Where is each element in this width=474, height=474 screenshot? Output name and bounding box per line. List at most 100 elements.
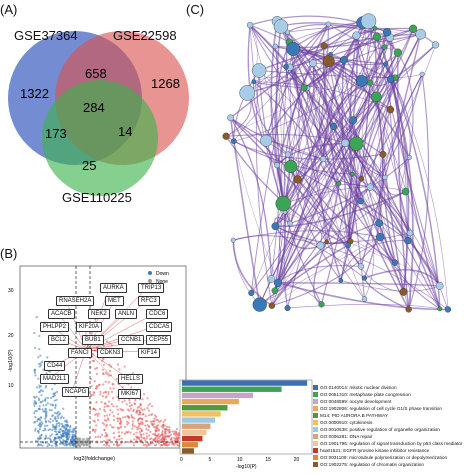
volcano-y-tick-20: 20 xyxy=(8,333,14,339)
volcano-point-up xyxy=(155,415,158,418)
network-node xyxy=(444,306,452,313)
volcano-point-down xyxy=(37,362,41,366)
volcano-point-up xyxy=(92,407,95,411)
volcano-point-down xyxy=(40,401,43,404)
network-edge xyxy=(287,303,440,310)
volcano-point-up xyxy=(148,438,152,441)
network-node xyxy=(309,59,317,67)
volcano-point-up xyxy=(128,401,131,404)
volcano-point-up xyxy=(157,429,160,432)
network-node xyxy=(349,116,358,125)
network-node xyxy=(340,56,348,64)
volcano-point-up xyxy=(90,385,93,388)
network-node xyxy=(338,278,344,283)
gene-tag: TRIP13 xyxy=(138,283,165,293)
legend-swatch xyxy=(313,440,318,446)
volcano-point-down xyxy=(36,420,39,423)
volcano-point-up xyxy=(155,427,158,430)
enrichment-legend-item: hsa01521: EGFR tyrosine kinase inhibitor… xyxy=(313,447,429,454)
volcano-point-up xyxy=(153,417,156,420)
volcano-point-up xyxy=(138,417,141,420)
network-node xyxy=(352,31,361,40)
network-node xyxy=(371,91,382,103)
volcano-point-up xyxy=(112,382,115,386)
volcano-point-down xyxy=(57,430,61,433)
volcano-point-up xyxy=(157,432,160,436)
volcano-point-down xyxy=(49,396,53,400)
volcano-point-up xyxy=(161,433,164,436)
network-edge xyxy=(277,282,448,311)
volcano-point-up xyxy=(102,443,106,446)
volcano-point-up xyxy=(164,444,167,447)
volcano-point-up xyxy=(156,424,159,427)
volcano-point-up xyxy=(94,430,97,433)
network-edge xyxy=(265,140,371,188)
volcano-point-up xyxy=(127,421,130,425)
gene-tag: CCNB1 xyxy=(118,335,145,345)
volcano-point-up xyxy=(162,420,165,424)
legend-swatch xyxy=(313,447,318,453)
volcano-point-down xyxy=(43,437,46,440)
volcano-point-up xyxy=(174,438,177,441)
volcano-point-up xyxy=(141,421,144,424)
network-node xyxy=(271,222,280,231)
enrichment-legend-item: M14: PID AURORA B PATHWAY xyxy=(313,412,388,419)
volcano-point-down xyxy=(45,410,48,413)
venn-label-gse110225: GSE110225 xyxy=(62,190,132,205)
volcano-point-down xyxy=(46,402,49,405)
volcano-point-up xyxy=(154,432,157,435)
volcano-point-down xyxy=(44,434,48,437)
volcano-point-down xyxy=(52,439,56,442)
volcano-point-down xyxy=(34,416,37,419)
volcano-point-up xyxy=(126,408,130,411)
volcano-point-up xyxy=(104,402,107,405)
network-edge xyxy=(394,262,412,310)
network-node xyxy=(284,305,291,312)
volcano-point-up xyxy=(147,404,150,407)
volcano-point-up xyxy=(161,431,164,434)
network-edge xyxy=(351,120,386,178)
volcano-point-up xyxy=(127,415,130,419)
network-edge xyxy=(290,63,387,167)
network-node xyxy=(406,229,414,237)
gene-tag: AURKA xyxy=(100,283,127,293)
volcano-point-up xyxy=(93,420,96,423)
network-node xyxy=(375,219,383,227)
volcano-point-up xyxy=(116,417,119,420)
volcano-point-up xyxy=(141,408,144,412)
network-edge xyxy=(356,35,449,310)
legend-term-label: GO:0140014: mitotic nuclear division xyxy=(320,385,397,390)
volcano-point-down xyxy=(35,409,39,413)
network-edge xyxy=(376,36,441,309)
legend-swatch xyxy=(313,433,318,439)
volcano-point-up xyxy=(118,368,121,371)
legend-swatch xyxy=(313,426,318,432)
volcano-point-up xyxy=(106,340,109,343)
volcano-point-up xyxy=(172,442,175,446)
gene-tag: KIF14 xyxy=(138,348,161,358)
gene-tag: MET xyxy=(105,296,124,306)
volcano-point-up xyxy=(139,402,142,406)
volcano-point-up xyxy=(149,441,153,445)
network-edge xyxy=(265,67,291,141)
volcano-point-up xyxy=(104,380,107,383)
volcano-point-down xyxy=(55,430,58,433)
legend-label-down: Down xyxy=(156,271,169,277)
volcano-point-up xyxy=(163,437,166,440)
volcano-point-up xyxy=(153,422,156,426)
gene-tag: PHLPP2 xyxy=(40,322,70,332)
volcano-point-up xyxy=(131,372,134,375)
network-node xyxy=(324,239,329,245)
network-edge xyxy=(233,45,325,142)
volcano-point-up xyxy=(95,401,98,404)
network-edge xyxy=(289,21,364,68)
volcano-point-up xyxy=(149,430,152,433)
volcano-point-down xyxy=(41,390,45,393)
network-edge xyxy=(275,225,396,263)
network-node xyxy=(361,296,368,302)
volcano-point-up xyxy=(99,393,102,396)
volcano-point-up xyxy=(103,439,106,443)
volcano-point-up xyxy=(124,415,127,419)
enrichment-legend-item: GO:0000910: cytokinesis xyxy=(313,419,372,426)
volcano-point-up xyxy=(139,423,142,426)
